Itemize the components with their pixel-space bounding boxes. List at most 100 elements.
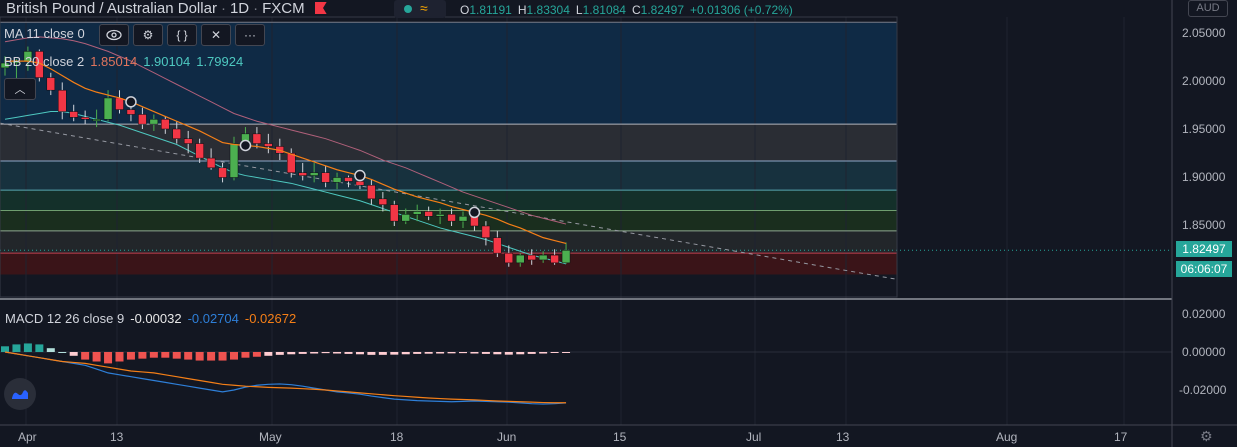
macd-pane bbox=[0, 343, 1172, 405]
candle-body bbox=[321, 172, 330, 183]
horizontal-levels bbox=[0, 21, 1172, 254]
eye-icon[interactable] bbox=[99, 24, 129, 46]
macd-hist-bar bbox=[184, 352, 193, 360]
macd-hist-bar bbox=[241, 352, 250, 358]
symbol-title[interactable]: British Pound / Australian Dollar · 1D · FXC… bbox=[6, 1, 327, 17]
candle-body bbox=[481, 225, 491, 238]
candle-body bbox=[447, 214, 456, 222]
open-value: 1.81191 bbox=[469, 3, 512, 17]
price-tick: 1.85000 bbox=[1182, 218, 1226, 232]
collapse-legend-button[interactable]: ︿ bbox=[4, 78, 36, 100]
high-value: 1.83304 bbox=[526, 3, 570, 17]
more-icon[interactable]: ··· bbox=[235, 24, 265, 46]
marker-circle bbox=[125, 96, 137, 108]
candle-body bbox=[138, 114, 147, 125]
bb-upper-value: 1.85014 bbox=[90, 54, 138, 69]
candle-body bbox=[561, 250, 571, 264]
marker-circle bbox=[468, 206, 481, 219]
currency-button[interactable]: AUD bbox=[1188, 0, 1228, 17]
macd-line bbox=[4, 351, 567, 405]
macd-hist-bar bbox=[1, 346, 9, 352]
macd-hist-bar bbox=[481, 352, 490, 354]
change-value: +0.01306 (+0.72%) bbox=[690, 3, 793, 17]
chevron-up-icon: ︿ bbox=[14, 84, 26, 96]
interval-label[interactable]: 1D bbox=[229, 0, 250, 17]
macd-hist-bar bbox=[46, 348, 55, 352]
candle-body bbox=[80, 117, 90, 120]
macd-hist-bar bbox=[92, 352, 101, 362]
macd-hist-bar bbox=[550, 352, 559, 353]
time-label: Jul bbox=[746, 430, 762, 444]
gear-icon[interactable]: ⚙ bbox=[133, 24, 163, 46]
candle-body bbox=[183, 138, 193, 144]
fib-zone bbox=[0, 190, 897, 211]
macd-hist-bar bbox=[504, 352, 513, 355]
countdown-tag: 06:06:07 bbox=[1176, 261, 1232, 277]
last-price-tag: 1.82497 bbox=[1176, 241, 1232, 257]
candle-body bbox=[378, 198, 388, 205]
time-label: 13 bbox=[836, 430, 850, 444]
time-label: Jun bbox=[497, 430, 517, 444]
price-tick: 2.00000 bbox=[1182, 74, 1226, 88]
macd-hist-bar bbox=[35, 344, 44, 352]
candle-body bbox=[332, 177, 342, 183]
candle-body bbox=[516, 254, 525, 264]
bb-basis-value: 1.90104 bbox=[143, 54, 191, 69]
candle-body bbox=[458, 216, 468, 222]
candle-body bbox=[264, 143, 273, 147]
wave-icon: ≈ bbox=[420, 0, 428, 16]
candle-body bbox=[344, 177, 353, 182]
candle-body bbox=[550, 254, 559, 264]
macd-hist-bar bbox=[161, 352, 170, 358]
candle-body bbox=[92, 119, 101, 122]
macd-hist-bar bbox=[447, 352, 456, 354]
time-label: 15 bbox=[613, 430, 627, 444]
macd-hist-bar bbox=[12, 344, 21, 352]
price-tick: 2.05000 bbox=[1182, 26, 1226, 40]
macd-hist-bar bbox=[264, 352, 273, 356]
signal-line bbox=[4, 351, 567, 404]
macd-tick: -0.02000 bbox=[1179, 383, 1227, 397]
candle-body bbox=[149, 119, 159, 125]
fib-zone bbox=[0, 230, 897, 254]
live-status[interactable]: ≈ bbox=[394, 0, 446, 18]
macd-hist-bar bbox=[298, 352, 307, 354]
macd-tick: 0.00000 bbox=[1182, 345, 1226, 359]
candle-body bbox=[390, 204, 399, 222]
marker-circle bbox=[354, 169, 366, 182]
close-value: 1.82497 bbox=[640, 3, 685, 17]
price-pane-border bbox=[0, 16, 898, 298]
macd-hist-bar bbox=[195, 352, 204, 361]
macd-hist-bar bbox=[310, 352, 319, 354]
flag-icon[interactable] bbox=[314, 2, 327, 14]
tradingview-logo-icon[interactable] bbox=[4, 378, 36, 410]
candle-body bbox=[69, 111, 78, 118]
bb-upper-line bbox=[4, 36, 567, 225]
macd-hist-bar bbox=[138, 352, 147, 359]
macd-hist-bar bbox=[252, 352, 261, 357]
macd-hist-bar bbox=[207, 352, 216, 361]
candle-body bbox=[424, 211, 433, 217]
macd-hist-bar bbox=[172, 352, 181, 359]
fib-zone bbox=[0, 161, 897, 191]
macd-hist-bar bbox=[355, 352, 364, 355]
time-label: May bbox=[259, 430, 282, 444]
settings-gear-icon[interactable]: ⚙ bbox=[1200, 428, 1213, 444]
candle-body bbox=[401, 214, 410, 222]
price-tick: 1.90000 bbox=[1182, 170, 1226, 184]
candle-body bbox=[161, 119, 170, 130]
bb-legend[interactable]: BB 20 close 2 1.85014 1.90104 1.79924 bbox=[4, 54, 244, 69]
macd-legend[interactable]: MACD 12 26 close 9 -0.00032 -0.02704 -0.026… bbox=[5, 311, 297, 326]
candle-body bbox=[412, 211, 422, 215]
candle-body bbox=[46, 77, 56, 91]
ma-legend[interactable]: MA 11 close 0 bbox=[4, 26, 85, 41]
close-icon[interactable]: ✕ bbox=[201, 24, 231, 46]
braces-icon[interactable]: { } bbox=[167, 24, 197, 46]
macd-hist-bar bbox=[424, 352, 433, 354]
macd-hist-value: -0.00032 bbox=[130, 311, 182, 326]
macd-hist-bar bbox=[126, 352, 135, 360]
macd-hist-bar bbox=[413, 352, 422, 354]
time-label: Apr bbox=[18, 430, 37, 444]
signal-value: -0.02672 bbox=[244, 311, 297, 326]
